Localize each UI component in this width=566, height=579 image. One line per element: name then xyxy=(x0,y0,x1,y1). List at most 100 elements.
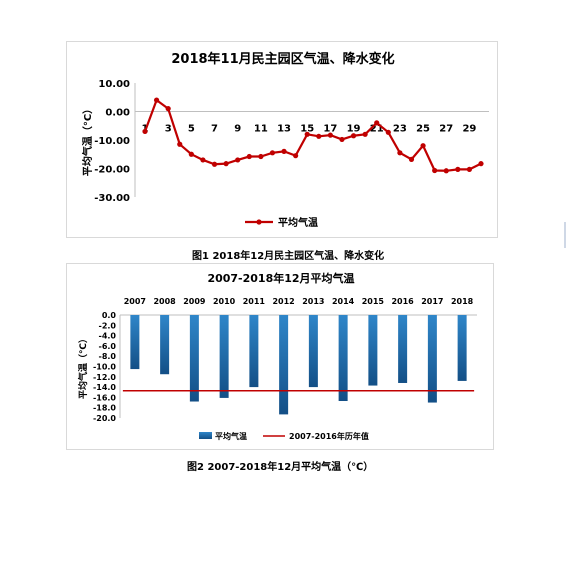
chart2-panel: 2007-2018年12月平均气温 0.0 -2.0 -4.0 -6.0 -8.0 -10.… xyxy=(66,263,494,450)
x-tick-label: 11 xyxy=(254,124,268,135)
category-label: 2009 xyxy=(183,297,206,306)
y-tick-label: -8.0 xyxy=(99,352,117,361)
x-tick-label: 9 xyxy=(234,124,241,135)
temperature-bar xyxy=(457,315,467,381)
category-label: 2014 xyxy=(332,297,355,306)
legend-label-bars: 平均气温 xyxy=(215,431,247,441)
chart1-panel: 2018年11月民主园区气温、降水变化 10.00 0.00 -10.00 -20.00… xyxy=(66,41,498,238)
legend-bar-swatch xyxy=(199,432,212,439)
category-label: 2010 xyxy=(213,297,236,306)
temperature-point xyxy=(362,131,368,137)
temperature-point xyxy=(478,161,484,167)
x-tick-label: 21 xyxy=(370,124,384,135)
temperature-bar xyxy=(308,315,318,388)
figure1-caption: 图1 2018年12月民主园区气温、降水变化 xyxy=(192,251,385,262)
temperature-point xyxy=(269,150,276,156)
temperature-point xyxy=(443,168,449,174)
x-tick-label: 5 xyxy=(188,124,195,135)
category-label: 2007 xyxy=(124,297,146,306)
temperature-bar xyxy=(279,315,289,415)
temperature-point xyxy=(235,157,241,163)
temperature-point xyxy=(339,136,345,143)
temperature-point xyxy=(200,157,206,163)
temperature-point xyxy=(223,161,229,167)
legend-label: 平均气温 xyxy=(278,216,318,229)
x-tick-label: 3 xyxy=(165,124,172,135)
temperature-point xyxy=(408,156,415,162)
legend-marker xyxy=(256,219,262,225)
temperature-bar xyxy=(368,315,378,386)
temperature-point xyxy=(466,166,473,172)
y-tick-label: -10.00 xyxy=(94,136,130,147)
temperature-point xyxy=(316,133,322,139)
temperature-point xyxy=(304,131,310,137)
temperature-bar xyxy=(219,315,229,398)
chart-title: 2018年11月民主园区气温、降水变化 xyxy=(171,51,394,67)
temperature-point xyxy=(397,150,403,156)
temperature-point xyxy=(165,106,171,112)
category-label: 2018 xyxy=(451,297,474,306)
x-tick-label: 27 xyxy=(439,124,453,135)
temperature-point xyxy=(258,153,264,160)
category-label: 2015 xyxy=(362,297,385,306)
temperature-series-line xyxy=(143,98,482,172)
y-tick-label: -16.0 xyxy=(93,393,116,402)
temperature-bar xyxy=(189,315,199,402)
temperature-bar xyxy=(338,315,348,402)
temperature-point xyxy=(281,148,287,154)
x-tick-label: 7 xyxy=(211,124,218,135)
temperature-point xyxy=(350,133,357,139)
y-tick-label: -14.0 xyxy=(93,383,116,392)
x-tick-label: 19 xyxy=(347,124,361,135)
temperature-point xyxy=(455,166,461,172)
x-tick-label: 15 xyxy=(300,124,314,135)
y-tick-label: -12.0 xyxy=(93,373,116,382)
temperature-point xyxy=(246,153,252,160)
temperature-point xyxy=(420,143,426,149)
temperature-bar xyxy=(427,315,437,403)
temperature-line-chart: 2018年11月民主园区气温、降水变化 10.00 0.00 -10.00 -20.00… xyxy=(81,51,489,229)
x-tick-label: 17 xyxy=(323,124,337,135)
y-tick-label: -2.0 xyxy=(99,321,117,330)
temperature-bar xyxy=(160,315,170,375)
december-temperature-bar-chart: 2007-2018年12月平均气温 0.0-2.0 -4.0-6.0-8.0 -10.… xyxy=(77,271,477,441)
category-label: 2012 xyxy=(272,297,294,306)
page-edge-mark xyxy=(564,222,566,248)
x-tick-label: 29 xyxy=(462,124,476,135)
temperature-point xyxy=(211,161,218,167)
legend-label-line: 2007-2016年历年值 xyxy=(289,431,369,441)
temperature-point xyxy=(385,129,391,135)
y-axis-title: 平均气温（℃） xyxy=(77,334,89,399)
y-tick-label: -18.0 xyxy=(93,404,116,413)
temperature-bar xyxy=(398,315,408,383)
category-label: 2008 xyxy=(153,297,176,306)
figure2-caption: 图2 2007-2018年12月平均气温（℃） xyxy=(187,462,374,473)
category-label: 2013 xyxy=(302,297,324,306)
x-tick-label: 13 xyxy=(277,124,291,135)
temperature-point xyxy=(177,141,183,147)
y-tick-label: -20.00 xyxy=(94,165,130,176)
temperature-point xyxy=(188,151,194,157)
y-tick-label: -10.0 xyxy=(93,363,116,372)
temperature-point xyxy=(374,120,380,126)
temperature-point xyxy=(142,128,148,135)
temperature-bar xyxy=(130,315,140,370)
x-tick-label: 25 xyxy=(416,124,430,135)
y-tick-label: 0.00 xyxy=(105,108,130,119)
temperature-bar xyxy=(249,315,259,388)
y-tick-label: 0.0 xyxy=(102,311,117,320)
y-tick-label: -4.0 xyxy=(99,332,117,341)
y-axis-title: 平均气温（°C） xyxy=(81,104,94,176)
category-label: 2017 xyxy=(421,297,443,306)
temperature-point xyxy=(153,97,160,103)
temperature-point xyxy=(327,132,333,138)
y-tick-label: -6.0 xyxy=(99,342,117,351)
y-tick-label: 10.00 xyxy=(98,79,130,90)
x-tick-label: 23 xyxy=(393,124,407,135)
category-label: 2016 xyxy=(391,297,414,306)
chart-title: 2007-2018年12月平均气温 xyxy=(207,271,354,285)
temperature-point xyxy=(432,167,438,174)
temperature-point xyxy=(293,153,299,159)
y-tick-label: -20.0 xyxy=(93,414,116,423)
category-label: 2011 xyxy=(243,297,266,306)
